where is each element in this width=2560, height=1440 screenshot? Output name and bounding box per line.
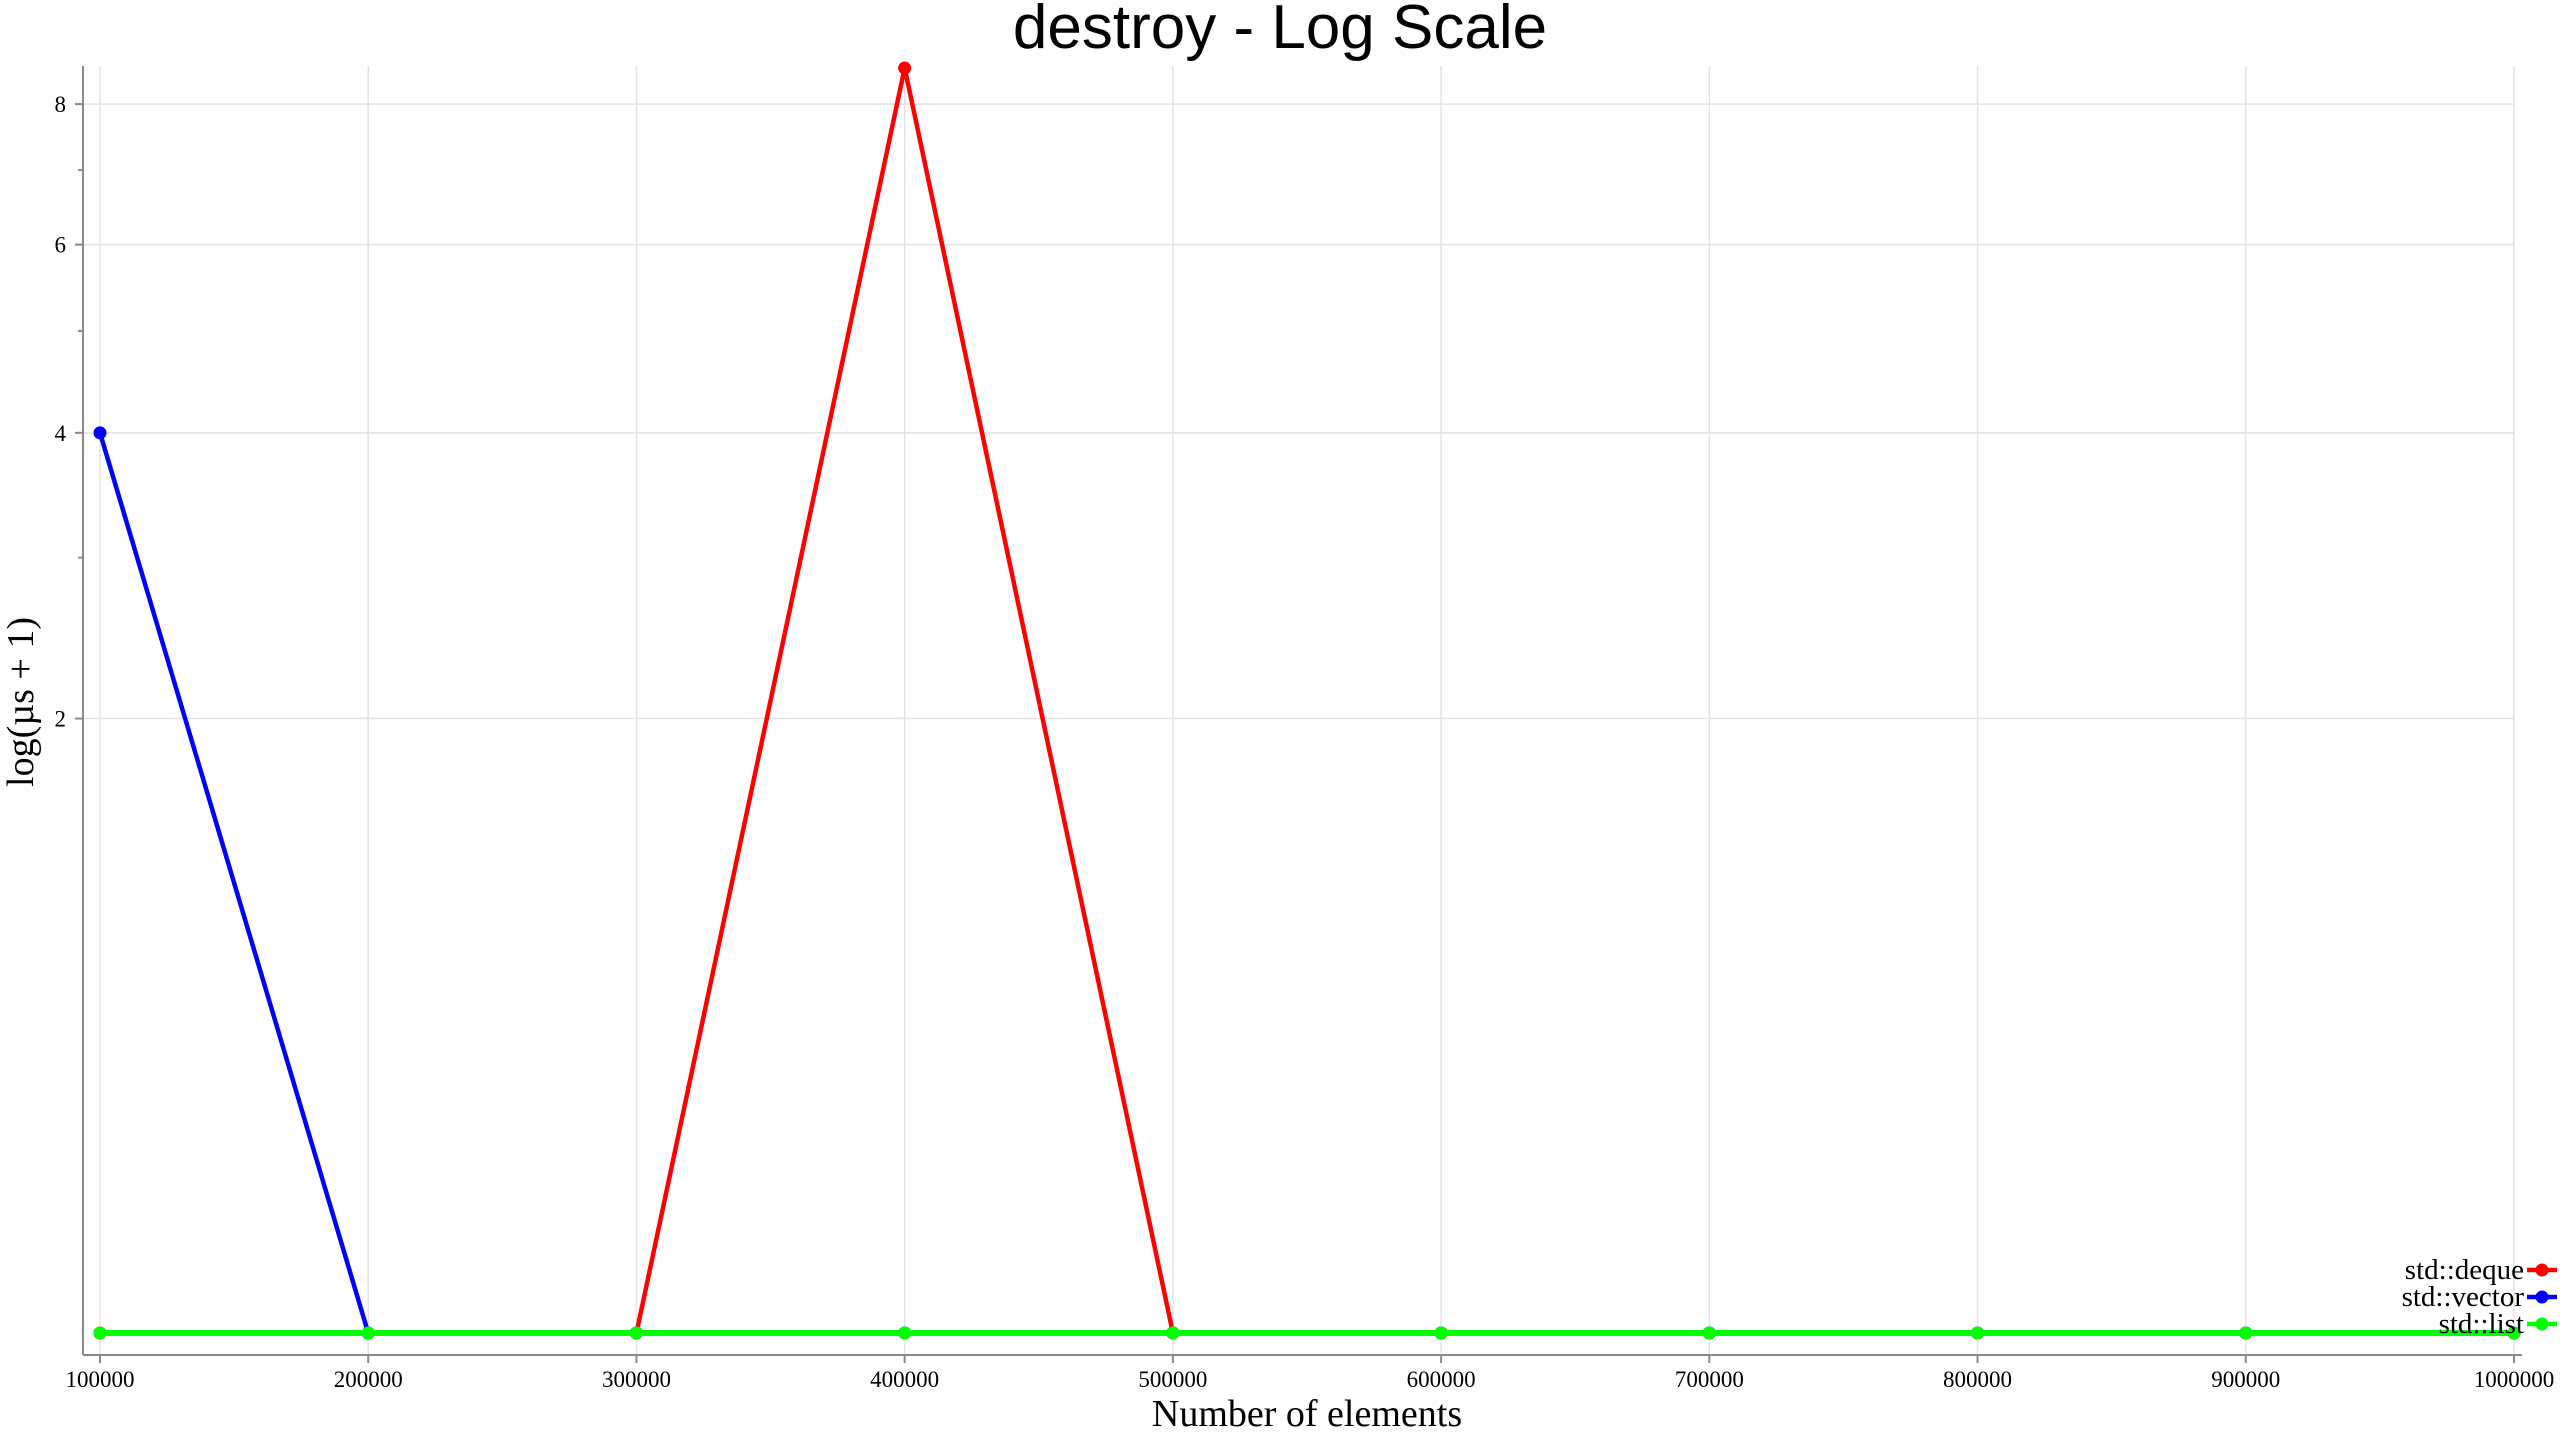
- data-point-std-list: [629, 1326, 643, 1340]
- legend-item-std-deque: std::deque: [2405, 1254, 2557, 1286]
- x-tick-label: 500000: [1138, 1367, 1207, 1392]
- data-point-std-list: [361, 1326, 375, 1340]
- legend-label-std-deque: std::deque: [2405, 1254, 2524, 1286]
- x-tick-label: 300000: [602, 1367, 671, 1392]
- legend-item-std-list: std::list: [2439, 1308, 2557, 1340]
- data-point-std-vector: [93, 426, 107, 440]
- data-point-std-deque: [898, 61, 912, 75]
- x-tick-label: 400000: [870, 1367, 939, 1392]
- x-tick-label: 700000: [1675, 1367, 1744, 1392]
- x-tick-label: 900000: [2211, 1367, 2280, 1392]
- data-point-std-list: [1434, 1326, 1448, 1340]
- chart-title: destroy - Log Scale: [1013, 0, 1547, 62]
- series-std-list: [93, 1326, 2521, 1340]
- y-tick-label: 8: [55, 92, 67, 117]
- x-tick-label: 100000: [66, 1367, 135, 1392]
- data-point-std-list: [898, 1326, 912, 1340]
- legend-label-std-vector: std::vector: [2402, 1281, 2525, 1313]
- legend-marker-std-list: [2535, 1317, 2549, 1331]
- series-std-vector: [93, 426, 2521, 1340]
- data-point-std-list: [2239, 1326, 2253, 1340]
- data-point-std-list: [1971, 1326, 1985, 1340]
- x-tick-label: 600000: [1407, 1367, 1476, 1392]
- series-std-deque: [93, 61, 2521, 1340]
- series-line-std-deque: [100, 67, 2514, 1336]
- data-point-std-list: [1702, 1326, 1716, 1340]
- x-tick-label: 1000000: [2474, 1367, 2555, 1392]
- y-tick-label: 2: [55, 707, 67, 732]
- data-point-std-list: [1166, 1326, 1180, 1340]
- legend-label-std-list: std::list: [2439, 1308, 2524, 1340]
- series-line-std-vector: [97, 432, 2514, 1336]
- legend-marker-std-deque: [2535, 1263, 2549, 1277]
- data-point-std-list: [93, 1326, 107, 1340]
- data-point-std-list: [2507, 1326, 2521, 1340]
- y-tick-label: 6: [55, 233, 67, 258]
- y-tick-label: 4: [55, 421, 67, 446]
- grid: [83, 66, 2515, 1355]
- x-axis-label: Number of elements: [1152, 1393, 1462, 1435]
- legend-marker-std-vector: [2535, 1290, 2549, 1304]
- x-tick-label: 200000: [334, 1367, 403, 1392]
- series-layer: [93, 61, 2521, 1340]
- x-tick-label: 800000: [1943, 1367, 2012, 1392]
- axes: 100000 200000 300000 400000 500000 600000 7000…: [55, 66, 2555, 1392]
- y-axis-label: log(µs + 1): [0, 617, 42, 787]
- legend-item-std-vector: std::vector: [2402, 1281, 2557, 1313]
